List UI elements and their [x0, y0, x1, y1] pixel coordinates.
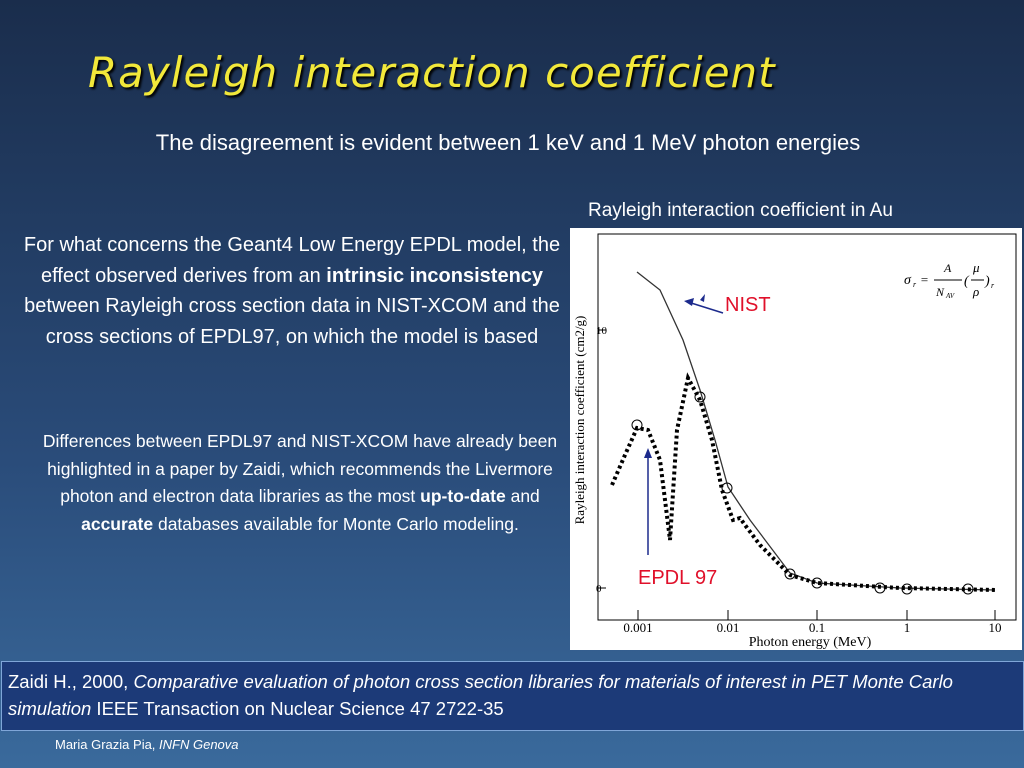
bold-text: up-to-date: [420, 486, 506, 506]
text: and: [505, 486, 540, 506]
text: IEEE Transaction on Nuclear Science 47 2…: [91, 698, 504, 719]
arrowhead: [644, 448, 652, 458]
y-axis-label: Rayleigh interaction coefficient (cm2/g): [572, 316, 587, 525]
formula-text: ρ: [972, 284, 979, 299]
figure-caption: Rayleigh interaction coefficient in Au: [588, 200, 893, 221]
formula-text: N: [935, 285, 945, 299]
footer: Maria Grazia Pia, INFN Genova: [55, 737, 239, 752]
formula-text: μ: [972, 260, 980, 275]
formula: σ r = A N AV ( μ ρ ) r: [904, 260, 995, 300]
x-tick-label: 0.1: [809, 620, 825, 635]
text: between Rayleigh cross section data in N…: [24, 295, 560, 348]
paragraph: For what concerns the Geant4 Low Energy …: [22, 230, 562, 352]
figure: 0.001 0.01 0.1 1 10 10 0 Photon energy (…: [570, 228, 1022, 650]
x-tick-label: 1: [904, 620, 911, 635]
reference-box: Zaidi H., 2000, Comparative evaluation o…: [1, 661, 1024, 731]
bold-text: accurate: [81, 513, 154, 534]
arrowhead: [700, 294, 705, 302]
figure-background: [570, 228, 1022, 650]
x-tick-label: 0.01: [717, 620, 740, 635]
plot-frame: [597, 233, 1017, 621]
formula-text: (: [964, 274, 970, 289]
paragraph: Differences between EPDL97 and NIST-XCOM…: [40, 428, 560, 538]
bold-text: intrinsic inconsistency: [326, 264, 544, 287]
annotation: NIST: [725, 294, 771, 316]
markers: [631, 391, 974, 595]
x-tick-label: 0.001: [623, 620, 652, 635]
epdl-points: [610, 372, 996, 592]
x-axis-label: Photon energy (MeV): [749, 635, 872, 650]
annotation: EPDL 97: [638, 567, 717, 589]
formula-text: σ: [904, 273, 912, 288]
x-tick-label: 10: [989, 620, 1002, 635]
formula-text: AV: [945, 292, 955, 300]
text: databases available for Monte Carlo mode…: [153, 513, 519, 534]
text: Maria Grazia Pia,: [55, 737, 160, 752]
formula-text: A: [943, 261, 952, 275]
text: Differences between EPDL97 and NIST-XCOM…: [42, 431, 558, 506]
slide-title: Rayleigh interaction coefficient: [88, 48, 776, 97]
text: For what concerns the Geant4 Low Energy …: [23, 234, 561, 287]
formula-text: =: [920, 272, 929, 287]
italic-text: INFN Genova: [159, 737, 239, 752]
y-tick-label: 0: [596, 583, 602, 595]
y-tick-label: 10: [596, 325, 608, 337]
arrow: [687, 301, 724, 314]
formula-text: r: [913, 280, 917, 289]
italic-text: Comparative evaluation of photon cross s…: [8, 671, 953, 719]
arrowhead: [684, 298, 694, 306]
x-ticks: [598, 329, 996, 620]
subtitle: The disagreement is evident between 1 ke…: [155, 130, 861, 155]
formula-text: r: [991, 281, 995, 290]
text: Zaidi H., 2000,: [8, 671, 134, 692]
formula-text: ): [984, 274, 990, 289]
